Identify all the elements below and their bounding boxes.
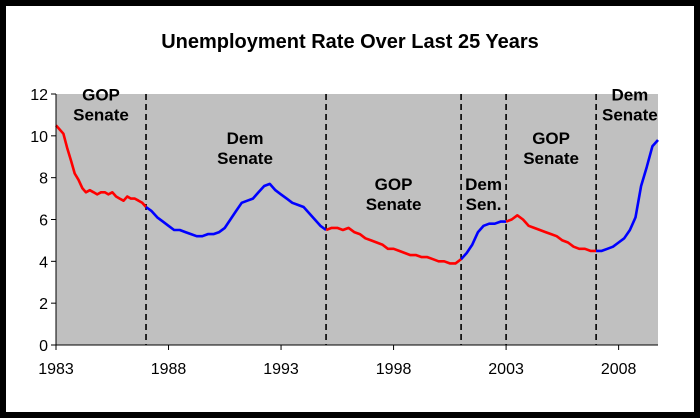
plot-area [56, 94, 658, 345]
senate-region-label: Dem [611, 85, 648, 104]
y-tick-label: 6 [39, 213, 48, 230]
x-tick-label: 1983 [38, 361, 74, 378]
y-tick-label: 8 [39, 171, 48, 188]
y-tick-label: 0 [39, 338, 48, 355]
x-tick-label: 1993 [263, 361, 299, 378]
y-tick-label: 12 [30, 87, 48, 104]
dem-senate-line-segment [460, 220, 507, 261]
senate-region-label: Senate [217, 149, 273, 168]
senate-region-label: Senate [366, 195, 422, 214]
senate-region-label: Senate [602, 105, 658, 124]
y-tick-label: 10 [30, 129, 48, 146]
senate-boundaries [145, 94, 597, 345]
gop-senate-line-segment [325, 226, 462, 265]
senate-region-label: Dem [227, 129, 264, 148]
senate-labels: GOPSenateDemSenateGOPSenateDemSen.GOPSen… [73, 85, 658, 214]
gop-senate-line-segment [55, 124, 147, 208]
senate-region-label: Senate [73, 105, 129, 124]
y-tick-label: 2 [39, 296, 48, 313]
senate-region-label: GOP [82, 85, 120, 104]
senate-region-label: GOP [532, 129, 570, 148]
senate-region-label: GOP [375, 175, 413, 194]
x-tick-label: 1998 [376, 361, 412, 378]
dem-senate-line-segment [596, 139, 659, 253]
senate-region-label: Senate [523, 149, 579, 168]
x-tick-label: 2003 [488, 361, 524, 378]
axes: 0 2 4 6 8 10 12 1983 1988 1993 1998 2003 2008 [30, 87, 658, 378]
dem-senate-line-segment [145, 182, 327, 238]
x-tick-label: 2008 [601, 361, 637, 378]
x-tick-label: 1988 [151, 361, 187, 378]
chart-title: Unemployment Rate Over Last 25 Years [161, 31, 539, 53]
unemployment-series [55, 124, 659, 265]
y-tick-label: 4 [39, 254, 48, 271]
unemployment-line-chart: Unemployment Rate Over Last 25 Years GOP… [30, 31, 659, 378]
senate-region-label: Dem [465, 175, 502, 194]
senate-region-label: Sen. [466, 195, 502, 214]
chart-frame: Unemployment Rate Over Last 25 Years GOP… [6, 6, 694, 412]
gop-senate-line-segment [505, 214, 597, 253]
